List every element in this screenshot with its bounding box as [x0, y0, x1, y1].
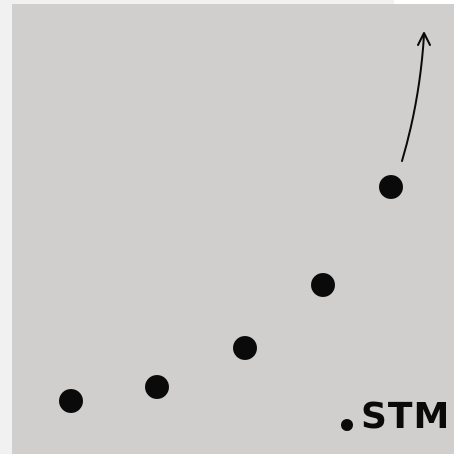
up-arrow-icon — [401, 32, 431, 162]
dot-5 — [379, 175, 403, 199]
dot-4 — [311, 273, 335, 297]
gray-panel — [12, 4, 454, 454]
logo-dot — [341, 419, 353, 431]
dot-3 — [233, 336, 257, 360]
dot-2 — [145, 375, 169, 399]
dot-1 — [59, 389, 83, 413]
top-edge-strip — [394, 0, 454, 4]
logo-text: STM — [361, 396, 451, 437]
